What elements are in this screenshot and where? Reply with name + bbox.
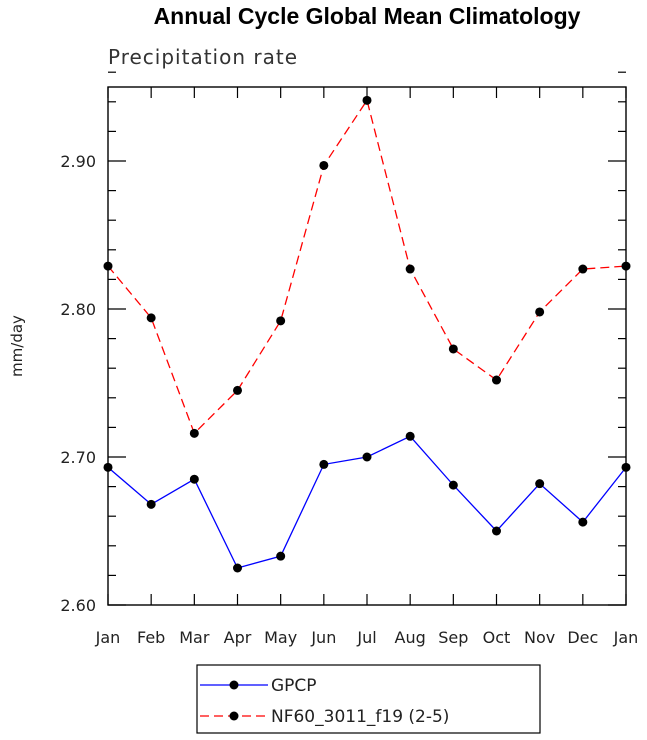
series-1-point [189,428,199,438]
series-1-point [103,261,113,271]
series-1-point [233,385,242,395]
x-tick-label: Jun [310,628,336,647]
y-axis-label: mm/day [8,315,26,377]
series-0-point [103,462,113,472]
x-tick-label: Nov [524,628,555,647]
x-tick-label: Feb [137,628,165,647]
series-0-point [405,431,415,441]
y-tick-label: 2.70 [60,448,96,467]
axis-ticks: Jan Feb Mar Apr May Jun Jul Aug Sep Oct Nov Dec Jan 2… [60,71,639,647]
x-tick-label: Jan [613,628,639,647]
series-0-point [319,459,329,469]
chart-title: Annual Cycle Global Mean Climatology [154,3,581,29]
series-0-point [578,517,588,527]
series-0-point [535,479,545,489]
x-tick-label: Jul [356,628,376,647]
series-1-point [146,313,156,323]
series-group [103,95,631,573]
x-tick-label: Sep [438,628,468,647]
chart-subtitle: Precipitation rate [108,45,298,69]
series-1-point [621,261,631,271]
legend-box [196,664,541,734]
series-0-point [492,526,501,536]
x-tick-label: May [264,628,297,647]
x-tick-label: Dec [567,628,598,647]
legend-marker-1 [229,711,239,721]
series-0-point [362,452,372,462]
x-tick-label: Jan [95,628,121,647]
plot-frame [107,86,627,606]
series-0-point [189,474,199,484]
series-1-point [276,316,286,326]
y-tick-label: 2.60 [60,596,96,615]
series-1-point [405,264,415,274]
series-0-point [146,499,156,509]
series-0-point [621,462,631,472]
series-0-point [276,551,286,561]
y-tick-label: 2.90 [60,152,96,171]
series-1-point [319,160,329,170]
legend-marker-0 [229,680,239,690]
series-1-point [578,264,588,274]
x-tick-label: Mar [179,628,210,647]
x-tick-label: Aug [395,628,426,647]
x-tick-label: Apr [224,628,252,647]
series-1-point [535,307,545,317]
series-0-point [448,480,458,490]
series-line-1 [107,98,627,435]
series-1-point [448,344,458,354]
series-0-point [233,563,242,573]
y-tick-label: 2.80 [60,300,96,319]
legend-label-1: NF60_3011_f19 (2-5) [271,707,449,727]
series-1-point [492,375,501,385]
series-1-point [362,95,372,105]
legend-label-0: GPCP [271,676,317,696]
x-tick-label: Oct [483,628,511,647]
legend: GPCP NF60_3011_f19 (2-5) [196,664,541,734]
